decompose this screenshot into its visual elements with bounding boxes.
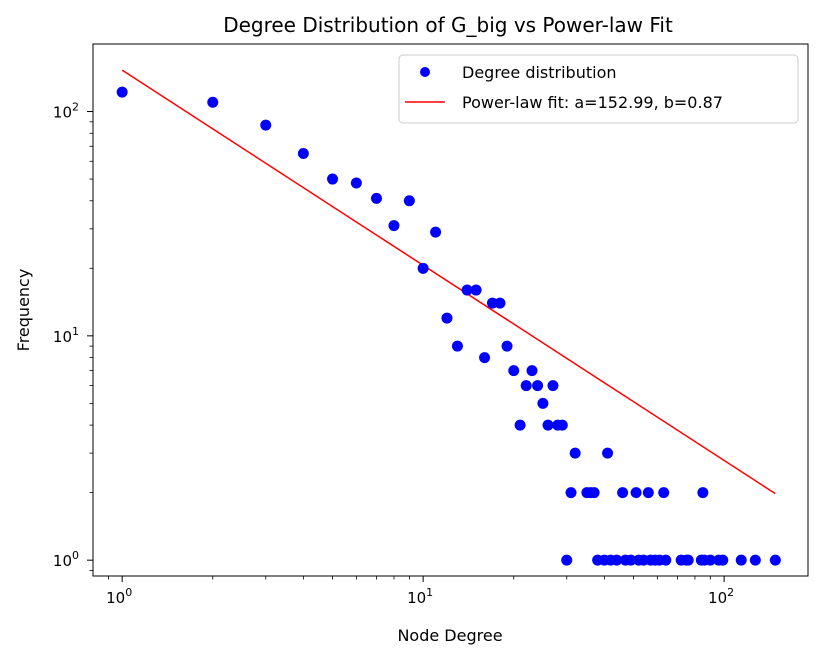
degree-point: [207, 96, 219, 108]
degree-point: [630, 487, 642, 499]
y-tick-label: 100: [53, 549, 79, 570]
degree-point: [371, 192, 383, 204]
degree-point: [461, 284, 473, 296]
degree-point: [769, 554, 781, 566]
degree-point: [388, 220, 400, 232]
legend-label-fit: Power-law fit: a=152.99, b=0.87: [462, 93, 723, 112]
degree-point: [327, 173, 339, 185]
major-ticks: 100 101 102 100 101 102: [53, 101, 734, 607]
degree-point: [537, 397, 549, 409]
degree-point: [561, 554, 573, 566]
degree-point: [430, 226, 442, 238]
degree-point: [588, 487, 600, 499]
legend-box: [398, 54, 799, 124]
degree-point: [514, 419, 526, 431]
legend-label-degree: Degree distribution: [462, 63, 617, 82]
degree-point: [735, 554, 747, 566]
x-tick-label: 102: [708, 586, 734, 607]
degree-point: [547, 380, 559, 392]
degree-point: [297, 147, 309, 159]
minor-ticks: [89, 121, 711, 580]
power-law-fit-line: [121, 69, 776, 495]
degree-point: [451, 340, 463, 352]
degree-point: [520, 380, 532, 392]
legend: Degree distribution Power-law fit: a=152…: [398, 54, 799, 124]
y-tick-label: 101: [53, 325, 79, 346]
degree-point: [704, 554, 716, 566]
degree-point: [403, 195, 415, 207]
y-axis-label: Frequency: [14, 269, 33, 352]
degree-point: [526, 365, 538, 377]
legend-scatter-marker: [420, 67, 430, 77]
plot-area: 100 101 102 100 101 102: [53, 43, 809, 607]
degree-point: [569, 447, 581, 459]
degree-point: [642, 487, 654, 499]
x-axis-label: Node Degree: [397, 626, 502, 645]
degree-point: [717, 554, 729, 566]
degree-point: [542, 419, 554, 431]
degree-point: [501, 340, 513, 352]
degree-point: [260, 119, 272, 131]
degree-point: [532, 380, 544, 392]
degree-point: [116, 86, 128, 98]
degree-point: [470, 284, 482, 296]
degree-point: [602, 447, 614, 459]
degree-point: [565, 487, 577, 499]
x-tick-label: 100: [106, 586, 132, 607]
chart-title: Degree Distribution of G_big vs Power-la…: [223, 13, 673, 37]
degree-point: [479, 352, 491, 364]
degree-point: [494, 297, 506, 309]
degree-point: [350, 177, 362, 189]
degree-point: [556, 419, 568, 431]
fit-line-layer: [121, 69, 776, 495]
axes-frame: [92, 43, 809, 577]
degree-point: [617, 487, 629, 499]
degree-point: [611, 554, 623, 566]
degree-point: [697, 487, 709, 499]
degree-point: [441, 312, 453, 324]
degree-point: [749, 554, 761, 566]
degree-point: [417, 262, 429, 274]
y-tick-label: 102: [53, 101, 79, 122]
degree-point: [658, 487, 670, 499]
degree-point: [508, 365, 520, 377]
degree-point: [682, 554, 694, 566]
degree-point: [660, 554, 672, 566]
scatter-points-layer: [116, 86, 781, 566]
degree-point: [625, 554, 637, 566]
x-tick-label: 101: [407, 586, 433, 607]
